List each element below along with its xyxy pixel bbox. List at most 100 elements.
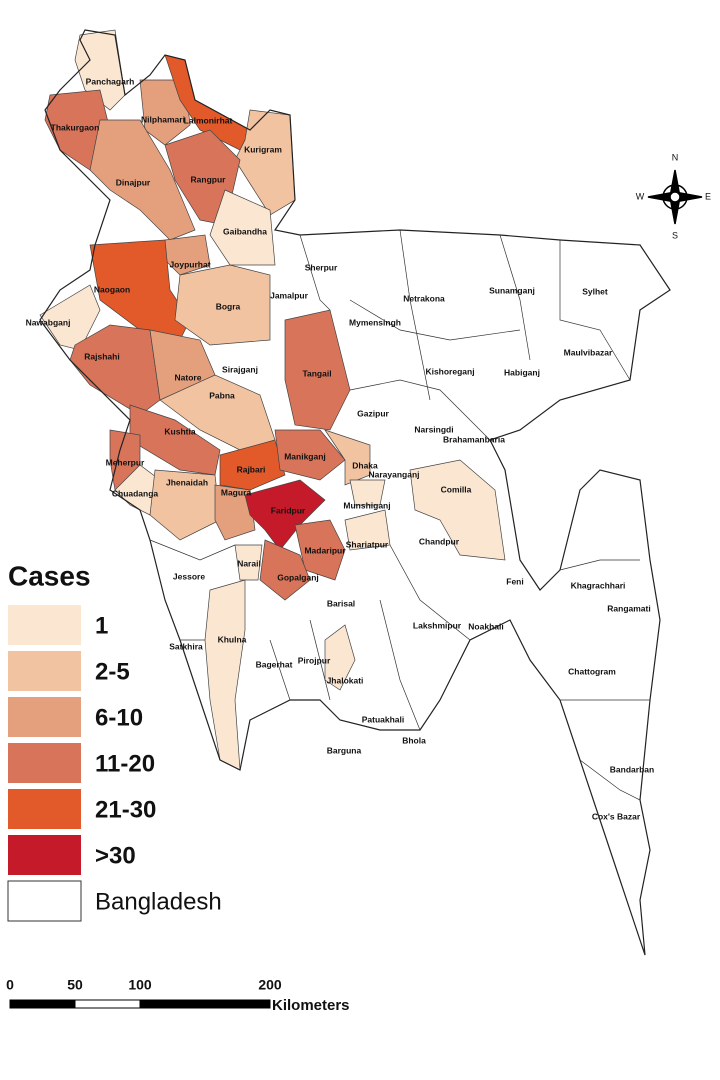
district-area bbox=[89, 239, 191, 341]
district-label: Thakurgaon bbox=[51, 122, 100, 132]
district-area bbox=[274, 429, 346, 481]
district-label: Rangpur bbox=[191, 174, 227, 184]
district-label: Rajshahi bbox=[84, 351, 119, 361]
district-label: Rangamati bbox=[607, 603, 650, 613]
scale-tick-label: 0 bbox=[6, 977, 14, 993]
legend-label: Bangladesh bbox=[95, 888, 222, 915]
district-label: Sherpur bbox=[305, 262, 338, 272]
scale-segment bbox=[9, 999, 76, 1009]
compass bbox=[647, 169, 703, 225]
district-label: Sunamganj bbox=[489, 285, 535, 295]
district-label: Shariatpur bbox=[346, 539, 389, 549]
district-area bbox=[74, 29, 126, 111]
compass-w: W bbox=[636, 191, 645, 201]
district-label: Dinajpur bbox=[116, 177, 151, 187]
legend-title: Cases bbox=[8, 560, 91, 591]
district-label: Bogra bbox=[216, 301, 241, 311]
district-label: Narsingdi bbox=[414, 424, 453, 434]
district-area bbox=[349, 479, 386, 506]
district-label: Bagerhat bbox=[256, 659, 293, 669]
district-label: Narayanganj bbox=[368, 469, 419, 479]
district-area bbox=[409, 459, 506, 561]
district-label: Munshiganj bbox=[343, 500, 390, 510]
legend-swatch bbox=[8, 835, 81, 875]
legend-swatch bbox=[8, 605, 81, 645]
legend-swatch bbox=[8, 789, 81, 829]
district-label: Kurigram bbox=[244, 144, 282, 154]
district-area bbox=[149, 469, 221, 541]
district-area bbox=[39, 284, 101, 351]
district-label: Barisal bbox=[327, 598, 355, 608]
district-label: Chattogram bbox=[568, 666, 616, 676]
district-label: Gopalganj bbox=[277, 572, 319, 582]
scale-tick-label: 200 bbox=[258, 977, 282, 993]
district-label: Habiganj bbox=[504, 367, 540, 377]
district-label: Magura bbox=[221, 487, 252, 497]
district-label: Nawabganj bbox=[26, 317, 71, 327]
district-area bbox=[174, 264, 271, 346]
district-label: Brahamanbaria bbox=[443, 434, 505, 444]
district-label: Narail bbox=[237, 558, 261, 568]
legend-label: >30 bbox=[95, 842, 136, 869]
district-area bbox=[259, 539, 311, 601]
scale-tick-label: 50 bbox=[67, 977, 83, 993]
legend-label: 11-20 bbox=[95, 750, 155, 777]
district-area bbox=[204, 579, 246, 771]
compass-e: E bbox=[705, 191, 711, 201]
compass-s: S bbox=[672, 230, 678, 240]
legend-swatch bbox=[8, 697, 81, 737]
district-label: Noakhali bbox=[468, 621, 503, 631]
legend-label: 2-5 bbox=[95, 658, 130, 685]
district-label: Maulvibazar bbox=[564, 347, 613, 357]
district-label: Lalmonirhat bbox=[184, 115, 233, 125]
district-borders bbox=[149, 229, 650, 801]
district-label: Comilla bbox=[441, 484, 472, 494]
district-label: Patuakhali bbox=[362, 714, 405, 724]
district-area bbox=[234, 544, 263, 581]
district-label: Bhola bbox=[402, 735, 426, 745]
district-label: Cox's Bazar bbox=[592, 811, 641, 821]
district-label: Jhenaidah bbox=[166, 477, 208, 487]
district-label: Khulna bbox=[218, 634, 247, 644]
legend-label: 21-30 bbox=[95, 796, 156, 823]
scale-segment bbox=[74, 999, 141, 1009]
compass-n: N bbox=[672, 152, 679, 162]
district-label: Kushtia bbox=[164, 426, 195, 436]
district-label: Meherpur bbox=[106, 457, 145, 467]
district-area bbox=[209, 189, 276, 266]
district-label: Jhalokati bbox=[327, 675, 364, 685]
district-label: Sylhet bbox=[582, 286, 608, 296]
district-label: Naogaon bbox=[94, 284, 130, 294]
district-label: Lakshmipur bbox=[413, 620, 462, 630]
district-label: Rajbari bbox=[237, 464, 266, 474]
district-label: Chuadanga bbox=[112, 488, 159, 498]
legend-label: 1 bbox=[95, 612, 108, 639]
district-label: Chandpur bbox=[419, 536, 460, 546]
district-areas bbox=[39, 29, 506, 771]
district-label: Barguna bbox=[327, 745, 362, 755]
scale-unit: Kilometers bbox=[272, 997, 350, 1014]
district-label: Gaibandha bbox=[223, 226, 267, 236]
legend-swatch bbox=[8, 743, 81, 783]
district-label: Feni bbox=[506, 576, 523, 586]
district-label: Tangail bbox=[302, 368, 331, 378]
legend-label: 6-10 bbox=[95, 704, 143, 731]
district-label: Manikganj bbox=[284, 451, 326, 461]
district-label: Natore bbox=[175, 372, 202, 382]
district-area bbox=[324, 624, 356, 691]
district-label: Sirajganj bbox=[222, 364, 258, 374]
district-area bbox=[244, 479, 326, 551]
legend-swatch bbox=[7, 880, 82, 922]
district-label: Joypurhat bbox=[169, 259, 210, 269]
labels: Panchagarh Thakurgaon NilphamariLalmonirha… bbox=[26, 76, 655, 821]
district-label: Kishoreganj bbox=[425, 366, 474, 376]
district-label: Nilphamari bbox=[141, 114, 185, 124]
scale-tick-label: 100 bbox=[128, 977, 152, 993]
district-label: Pabna bbox=[209, 390, 235, 400]
district-label: Satkhira bbox=[169, 641, 203, 651]
district-label: Gazipur bbox=[357, 408, 389, 418]
district-label: Panchagarh bbox=[86, 76, 135, 86]
district-area bbox=[219, 439, 286, 491]
